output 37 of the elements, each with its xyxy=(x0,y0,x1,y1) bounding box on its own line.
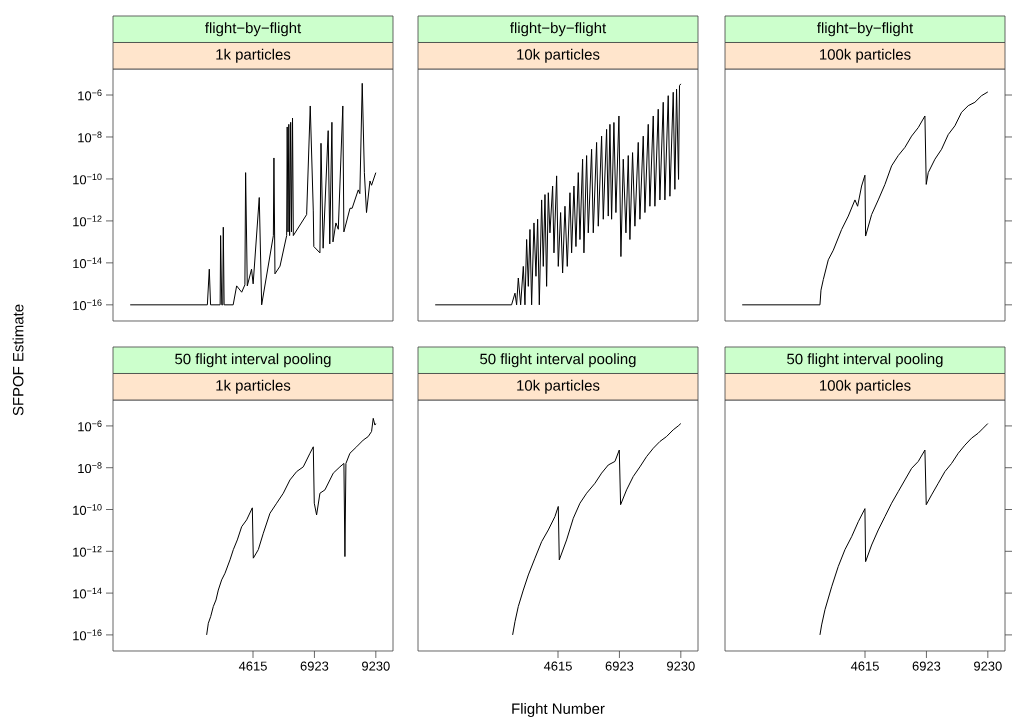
x-tick-label: 4615 xyxy=(238,661,267,671)
x-tick-label: 6923 xyxy=(605,661,634,671)
chart-title: flight−by−flight xyxy=(205,22,302,37)
x-tick-label: 9230 xyxy=(667,661,695,671)
chart-title: 50 flight interval pooling xyxy=(480,353,636,368)
y-tick-label: 10$^{−8}$ xyxy=(78,131,102,143)
y-tick-label: 10$^{−8}$ xyxy=(78,462,102,474)
chart-title: flight−by−flight xyxy=(510,22,607,37)
y-tick-label: 10$^{−14}$ xyxy=(73,587,102,599)
y-tick-label: 10$^{−10}$ xyxy=(73,173,102,185)
chart-title: flight−by−flight xyxy=(817,22,914,37)
chart-subtitle: 10k particles xyxy=(517,379,600,394)
y-tick-label: 10$^{−6}$ xyxy=(78,420,102,432)
y-tick-label: 10$^{−16}$ xyxy=(73,629,102,641)
x-axis-title: Flight Number xyxy=(512,703,605,717)
x-tick-label: 6923 xyxy=(300,661,329,671)
x-tick-label: 6923 xyxy=(912,661,941,671)
chart-subtitle: 100k particles xyxy=(820,379,911,394)
x-tick-label: 4615 xyxy=(850,661,879,671)
chart-subtitle: 1k particles xyxy=(216,48,291,63)
chart-subtitle: 100k particles xyxy=(820,48,911,63)
line-series xyxy=(206,417,377,636)
x-tick-label: 9230 xyxy=(974,661,1002,671)
chart-title: 50 flight interval pooling xyxy=(787,353,943,368)
y-tick-label: 10$^{−12}$ xyxy=(73,215,102,227)
line-series xyxy=(129,82,377,306)
y-tick-label: 10$^{−6}$ xyxy=(78,89,102,101)
y-tick-label: 10$^{−16}$ xyxy=(73,299,102,311)
chart-subtitle: 1k particles xyxy=(216,379,291,394)
y-tick-label: 10$^{−12}$ xyxy=(73,545,102,557)
chart-subtitle: 10k particles xyxy=(517,48,600,63)
y-tick-label: 10$^{−14}$ xyxy=(73,257,102,269)
y-axis-title: SFPOF Estimate xyxy=(12,304,24,416)
y-tick-label: 10$^{−10}$ xyxy=(73,504,102,515)
x-tick-label: 4615 xyxy=(543,661,572,671)
chart-title: 50 flight interval pooling xyxy=(175,353,331,368)
x-tick-label: 9230 xyxy=(362,661,390,671)
